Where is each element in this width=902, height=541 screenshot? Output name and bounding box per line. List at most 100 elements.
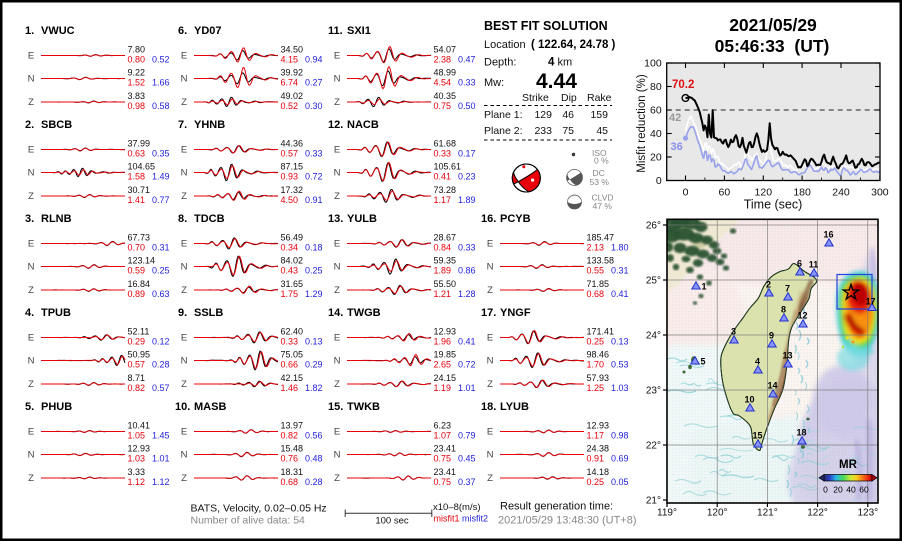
svg-text:0.23: 0.23	[458, 171, 476, 181]
svg-text:0.58: 0.58	[152, 101, 170, 111]
svg-text:0.13: 0.13	[305, 336, 323, 346]
svg-text:0.57: 0.57	[128, 359, 146, 369]
svg-text:1.01: 1.01	[458, 383, 476, 393]
svg-text:12.93: 12.93	[434, 327, 457, 337]
svg-text:1.82: 1.82	[305, 383, 323, 393]
svg-text:21°: 21°	[646, 496, 661, 507]
svg-text:0.57: 0.57	[152, 383, 170, 393]
svg-text:60: 60	[650, 105, 662, 117]
svg-text:0.52: 0.52	[281, 101, 299, 111]
svg-text:2021/05/29 13:48:30 (UT+8): 2021/05/29 13:48:30 (UT+8)	[498, 515, 637, 527]
svg-text:N: N	[334, 356, 341, 367]
svg-text:0.28: 0.28	[305, 477, 323, 487]
svg-text:60: 60	[859, 485, 869, 495]
svg-text:0.18: 0.18	[305, 242, 323, 252]
svg-text:4.54: 4.54	[434, 77, 452, 87]
svg-text:0.33: 0.33	[281, 336, 299, 346]
svg-text:1.: 1.	[25, 25, 34, 37]
svg-text:71.85: 71.85	[587, 279, 610, 289]
svg-text:0.55: 0.55	[587, 265, 605, 275]
svg-text:E: E	[28, 145, 34, 156]
svg-text:N: N	[28, 168, 35, 179]
svg-text:24°: 24°	[646, 331, 661, 342]
svg-text:1.66: 1.66	[152, 77, 170, 87]
svg-text:8: 8	[781, 305, 786, 315]
svg-text:VWUC: VWUC	[41, 25, 75, 37]
svg-text:1.89: 1.89	[458, 195, 476, 205]
svg-text:4.44: 4.44	[536, 70, 577, 93]
svg-text:N: N	[487, 450, 494, 461]
svg-text:E: E	[28, 51, 34, 62]
svg-text:0.98: 0.98	[128, 101, 146, 111]
svg-text:0.48: 0.48	[305, 453, 323, 463]
svg-text:37.99: 37.99	[128, 139, 151, 149]
svg-text:4.15: 4.15	[281, 54, 299, 64]
svg-text:Depth:: Depth:	[484, 57, 516, 69]
svg-text:2.38: 2.38	[434, 54, 452, 64]
svg-text:84.02: 84.02	[281, 256, 304, 266]
svg-text:7.: 7.	[178, 119, 187, 131]
svg-text:Z: Z	[28, 473, 34, 484]
svg-text:47 %: 47 %	[593, 201, 613, 211]
svg-text:10: 10	[744, 395, 754, 405]
svg-text:Z: Z	[181, 97, 187, 108]
svg-text:9.22: 9.22	[128, 68, 146, 78]
svg-text:1.58: 1.58	[128, 171, 146, 181]
svg-text:4.: 4.	[25, 307, 34, 319]
svg-text:0.25: 0.25	[305, 265, 323, 275]
svg-text:18.31: 18.31	[281, 467, 304, 477]
svg-text:0: 0	[823, 485, 828, 495]
svg-text:80: 80	[650, 81, 662, 93]
svg-text:E: E	[181, 145, 187, 156]
svg-text:1.12: 1.12	[128, 477, 146, 487]
svg-text:0.69: 0.69	[611, 453, 629, 463]
svg-text:10.: 10.	[175, 401, 190, 413]
svg-text:0.75: 0.75	[434, 477, 452, 487]
svg-text:E: E	[28, 333, 34, 344]
svg-text:N: N	[487, 262, 494, 273]
svg-text:0.91: 0.91	[305, 195, 323, 205]
svg-text:26°: 26°	[646, 221, 661, 232]
svg-text:75: 75	[562, 125, 574, 137]
svg-text:0.76: 0.76	[281, 453, 299, 463]
svg-text:0.79: 0.79	[458, 430, 476, 440]
svg-text:RLNB: RLNB	[41, 213, 72, 225]
svg-text:misfit2: misfit2	[462, 514, 488, 524]
svg-text:E: E	[181, 239, 187, 250]
svg-text:0.98: 0.98	[611, 430, 629, 440]
svg-text:Z: Z	[28, 379, 34, 390]
svg-text:Z: Z	[28, 97, 34, 108]
svg-text:E: E	[28, 427, 34, 438]
svg-text:24.38: 24.38	[587, 444, 610, 454]
svg-text:123.14: 123.14	[128, 256, 156, 266]
svg-text:Z: Z	[181, 191, 187, 202]
svg-text:SXI1: SXI1	[347, 25, 371, 37]
svg-text:0.25: 0.25	[152, 265, 170, 275]
svg-text:1.17: 1.17	[587, 430, 605, 440]
svg-text:1.80: 1.80	[611, 242, 629, 252]
svg-text:42: 42	[669, 112, 681, 124]
svg-text:9: 9	[769, 331, 774, 341]
svg-text:60: 60	[719, 187, 731, 199]
svg-text:Z: Z	[334, 379, 340, 390]
svg-text:1.17: 1.17	[434, 195, 452, 205]
svg-text:3.33: 3.33	[128, 467, 146, 477]
svg-text:49.02: 49.02	[281, 91, 304, 101]
svg-text:36: 36	[671, 141, 683, 153]
svg-text:0.72: 0.72	[305, 171, 323, 181]
svg-text:31.65: 31.65	[281, 279, 304, 289]
svg-text:Z: Z	[487, 473, 493, 484]
svg-text:TWGB: TWGB	[347, 307, 381, 319]
svg-text:N: N	[28, 262, 35, 273]
svg-text:4: 4	[548, 57, 555, 69]
svg-text:119°: 119°	[657, 508, 677, 519]
svg-text:100 sec: 100 sec	[375, 516, 409, 527]
svg-text:N: N	[487, 356, 494, 367]
svg-text:Result generation time:: Result generation time:	[500, 501, 613, 513]
svg-text:59.35: 59.35	[434, 256, 457, 266]
svg-text:0.63: 0.63	[152, 289, 170, 299]
svg-text:N: N	[181, 262, 188, 273]
svg-text:0.75: 0.75	[434, 101, 452, 111]
svg-text:E: E	[334, 333, 340, 344]
svg-text:120: 120	[755, 187, 773, 199]
